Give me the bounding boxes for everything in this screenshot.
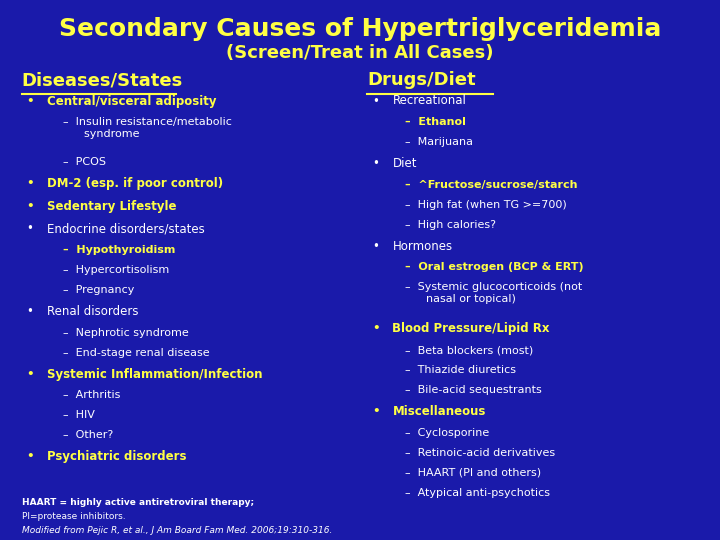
Text: Diseases/States: Diseases/States: [22, 71, 183, 89]
Text: •: •: [372, 322, 380, 335]
Text: –  Thiazide diuretics: – Thiazide diuretics: [405, 365, 516, 375]
Text: •: •: [372, 157, 379, 170]
Text: HAART = highly active antiretroviral therapy;: HAART = highly active antiretroviral the…: [22, 498, 253, 507]
Text: Renal disorders: Renal disorders: [47, 305, 138, 318]
Text: Systemic Inflammation/Infection: Systemic Inflammation/Infection: [47, 368, 262, 381]
Text: •: •: [372, 405, 380, 418]
Text: –  HIV: – HIV: [63, 410, 95, 421]
Text: •: •: [27, 177, 35, 190]
Text: Hormones: Hormones: [392, 240, 453, 253]
Text: –  Pregnancy: – Pregnancy: [63, 285, 135, 295]
Text: –  Retinoic-acid derivatives: – Retinoic-acid derivatives: [405, 448, 556, 458]
Text: Drugs/Diet: Drugs/Diet: [367, 71, 476, 89]
Text: •: •: [27, 94, 35, 107]
Text: –  HAART (PI and others): – HAART (PI and others): [405, 468, 541, 478]
Text: –  End-stage renal disease: – End-stage renal disease: [63, 348, 210, 358]
Text: –  Atypical anti-psychotics: – Atypical anti-psychotics: [405, 488, 550, 498]
Text: Psychiatric disorders: Psychiatric disorders: [47, 450, 186, 463]
Text: Miscellaneous: Miscellaneous: [392, 405, 486, 418]
Text: –  Nephrotic syndrome: – Nephrotic syndrome: [63, 328, 189, 338]
Text: –  Arthritis: – Arthritis: [63, 390, 121, 401]
Text: PI=protease inhibitors.: PI=protease inhibitors.: [22, 512, 125, 522]
Text: –  Insulin resistance/metabolic
      syndrome: – Insulin resistance/metabolic syndrome: [63, 117, 233, 139]
Text: •: •: [372, 94, 379, 107]
Text: –  Bile-acid sequestrants: – Bile-acid sequestrants: [405, 385, 542, 395]
Text: –  High fat (when TG >=700): – High fat (when TG >=700): [405, 200, 567, 210]
Text: –  Ethanol: – Ethanol: [405, 117, 467, 127]
Text: •: •: [372, 240, 379, 253]
Text: –  Cyclosporine: – Cyclosporine: [405, 428, 490, 438]
Text: –  PCOS: – PCOS: [63, 157, 107, 167]
Text: Modified from Pejic R, et al., J Am Board Fam Med. 2006;19:310-316.: Modified from Pejic R, et al., J Am Boar…: [22, 526, 332, 535]
Text: –  High calories?: – High calories?: [405, 220, 496, 230]
Text: •: •: [27, 305, 34, 318]
Text: •: •: [27, 222, 34, 235]
Text: –  Beta blockers (most): – Beta blockers (most): [405, 345, 534, 355]
Text: –  Marijuana: – Marijuana: [405, 137, 473, 147]
Text: –  Systemic glucocorticoids (not
      nasal or topical): – Systemic glucocorticoids (not nasal or…: [405, 282, 582, 304]
Text: Diet: Diet: [392, 157, 417, 170]
Text: Blood Pressure/Lipid Rx: Blood Pressure/Lipid Rx: [392, 322, 550, 335]
Text: –  Hypercortisolism: – Hypercortisolism: [63, 265, 170, 275]
Text: Endocrine disorders/states: Endocrine disorders/states: [47, 222, 204, 235]
Text: –  Hypothyroidism: – Hypothyroidism: [63, 245, 176, 255]
Text: •: •: [27, 368, 35, 381]
Text: –  ^Fructose/sucrose/starch: – ^Fructose/sucrose/starch: [405, 180, 578, 190]
Text: •: •: [27, 450, 35, 463]
Text: Sedentary Lifestyle: Sedentary Lifestyle: [47, 200, 176, 213]
Text: Secondary Causes of Hypertriglyceridemia: Secondary Causes of Hypertriglyceridemia: [59, 17, 661, 41]
Text: DM-2 (esp. if poor control): DM-2 (esp. if poor control): [47, 177, 223, 190]
Text: Central/visceral adiposity: Central/visceral adiposity: [47, 94, 216, 107]
Text: –  Other?: – Other?: [63, 430, 114, 441]
Text: –  Oral estrogen (BCP & ERT): – Oral estrogen (BCP & ERT): [405, 262, 584, 273]
Text: •: •: [27, 200, 35, 213]
Text: Recreational: Recreational: [392, 94, 467, 107]
Text: (Screen/Treat in All Cases): (Screen/Treat in All Cases): [226, 44, 494, 62]
